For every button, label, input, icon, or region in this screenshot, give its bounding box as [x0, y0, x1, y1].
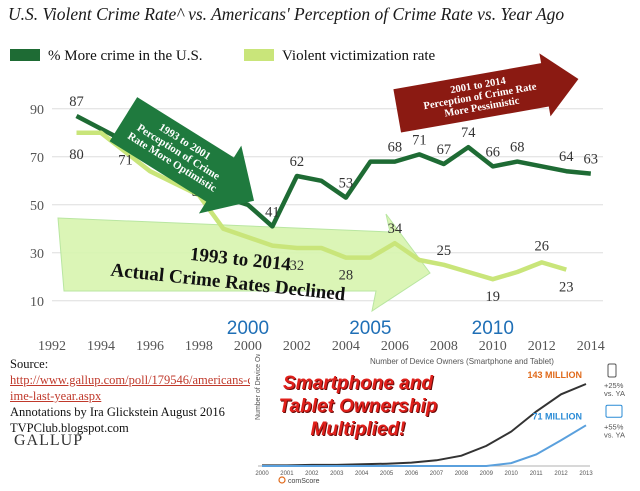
- source-link[interactable]: http://www.gallup.com/poll/179546/americ…: [10, 373, 258, 403]
- optimistic-arrow: [109, 97, 255, 214]
- legend-swatch-victimization: [244, 49, 274, 61]
- tablet-change-label: +55% vs. YA: [604, 422, 625, 439]
- chart-title: U.S. Violent Crime Rate^ vs. Americans' …: [8, 4, 565, 24]
- x-tick-label: 2010: [479, 339, 507, 354]
- x-tick-label: 2004: [332, 339, 360, 354]
- inset-headline: Smartphone and Tablet Ownership Multipli…: [278, 373, 438, 440]
- legend-swatch-perception: [10, 49, 40, 61]
- y-tick-label: 90: [30, 103, 44, 118]
- inset-x-tick-label: 2004: [355, 471, 369, 477]
- victimization-data-label: 32: [290, 258, 305, 274]
- victimization-data-label: 80: [69, 147, 84, 163]
- victimization-data-label: 26: [535, 238, 550, 254]
- tablet-icon: [605, 404, 623, 418]
- x-tick-label: 2000: [234, 339, 262, 354]
- smartphone-end-label: 143 MILLION: [527, 370, 582, 380]
- inset-x-tick-label: 2005: [380, 471, 394, 477]
- inset-y-label: Number of Device Owners: [255, 354, 262, 420]
- inset-chart-title: Number of Device Owners (Smartphone and …: [370, 357, 554, 366]
- x-tick-label: 1998: [185, 339, 213, 354]
- victimization-data-label: 71: [118, 152, 133, 168]
- victimization-data-label: 34: [388, 221, 403, 237]
- source-prefix: Source:: [10, 357, 49, 371]
- smartphone-icon: [607, 363, 617, 378]
- inset-x-tick-label: 2007: [430, 471, 444, 477]
- y-tick-label: 10: [30, 295, 44, 310]
- comscore-mark-icon: [278, 476, 286, 484]
- perception-data-label: 67: [437, 142, 452, 158]
- perception-data-label: 62: [290, 154, 305, 170]
- x-tick-label: 2002: [283, 339, 311, 354]
- smartphone-change-label: +25% vs. YA: [604, 381, 625, 398]
- perception-data-label: 74: [461, 125, 476, 141]
- inset-x-tick-label: 2008: [455, 471, 469, 477]
- victimization-data-label: 25: [437, 243, 452, 259]
- legend-item-perception: % More crime in the U.S.: [10, 48, 203, 65]
- inset-x-tick-label: 2010: [505, 471, 519, 477]
- y-tick-label: 70: [30, 151, 44, 166]
- gallup-logo: GALLUP: [14, 432, 84, 449]
- x-tick-label: 2006: [381, 339, 409, 354]
- legend-label-perception: % More crime in the U.S.: [48, 48, 203, 64]
- device-owners-chart: Number of Device Owners (Smartphone and …: [255, 337, 625, 485]
- victimization-data-label: 23: [559, 280, 574, 296]
- inset-x-tick-label: 2011: [530, 471, 544, 477]
- x-tick-label: 2014: [577, 339, 605, 354]
- legend-item-victimization: Violent victimization rate: [244, 48, 435, 65]
- legend-label-victimization: Violent victimization rate: [282, 48, 436, 64]
- perception-data-label: 41: [265, 204, 280, 220]
- perception-data-label: 66: [486, 144, 501, 160]
- inset-x-tick-label: 2003: [330, 471, 344, 477]
- device-owners-inset: Number of Device Owners (Smartphone and …: [250, 337, 636, 486]
- declined-arrow: [57, 213, 431, 313]
- x-tick-label: 2008: [430, 339, 458, 354]
- inset-x-tick-label: 2012: [554, 471, 568, 477]
- y-tick-label: 30: [30, 247, 44, 262]
- x-tick-label: 2012: [528, 339, 556, 354]
- inset-x-tick-label: 2002: [305, 471, 319, 477]
- x-tick-label: 1996: [136, 339, 164, 354]
- x-tick-label: 1992: [38, 339, 66, 354]
- pessimistic-arrow: [393, 53, 579, 133]
- x-tick-label: 1994: [87, 339, 115, 354]
- pessimistic-annotation-text: 2001 to 2014Perception of Crime RateMore…: [421, 71, 540, 123]
- y-tick-label: 50: [30, 199, 44, 214]
- perception-data-label: 64: [559, 149, 574, 165]
- victimization-data-label: 19: [486, 289, 501, 305]
- blue-year-label: 2000: [227, 318, 269, 339]
- perception-data-label: 87: [69, 94, 84, 110]
- source-note: Source: http://www.gallup.com/poll/17954…: [10, 356, 258, 436]
- annotation-credit: Annotations by Ira Glickstein August 201…: [10, 405, 225, 435]
- blue-year-label: 2005: [349, 318, 391, 339]
- tablet-line: [262, 424, 587, 467]
- victimization-data-label: 28: [339, 268, 354, 284]
- blue-year-label: 2010: [472, 318, 514, 339]
- perception-data-label: 68: [388, 140, 403, 156]
- inset-x-tick-label: 2013: [579, 471, 593, 477]
- inset-x-tick-label: 2000: [255, 471, 269, 477]
- perception-data-label: 53: [339, 176, 354, 192]
- perception-data-label: 63: [584, 152, 599, 168]
- comscore-logo: comScore: [288, 478, 320, 485]
- inset-x-tick-label: 2009: [480, 471, 494, 477]
- tablet-end-label: 71 MILLION: [532, 411, 582, 421]
- smartphone-line: [262, 383, 587, 467]
- inset-x-tick-label: 2006: [405, 471, 419, 477]
- perception-data-label: 71: [412, 132, 427, 148]
- pessimistic-annotation: 2001 to 2014Perception of Crime RateMore…: [393, 53, 579, 133]
- inset-x-tick-label: 2001: [280, 471, 294, 477]
- perception-data-label: 68: [510, 140, 525, 156]
